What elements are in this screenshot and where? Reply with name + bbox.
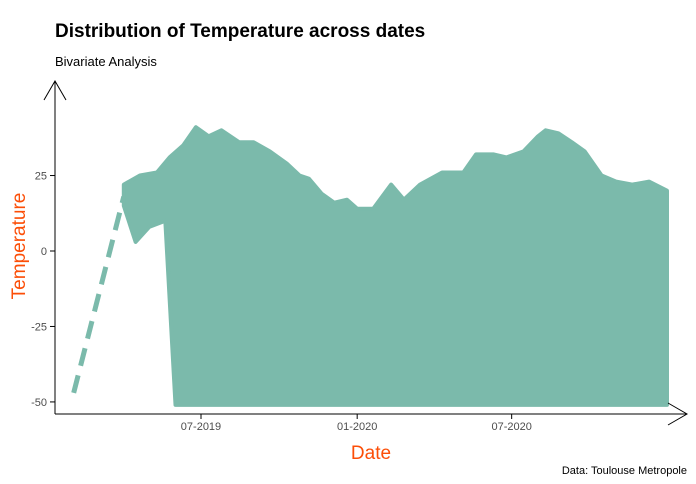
chart-subtitle: Bivariate Analysis (55, 54, 157, 69)
x-axis-title: Date (351, 443, 391, 464)
y-ticks: -50 -25 0 25 (31, 171, 55, 409)
x-tick-label-1: 01-2020 (337, 421, 377, 433)
chart-caption: Data: Toulouse Metropole (562, 465, 687, 477)
x-axis: 07-2019 01-2020 07-2020 (55, 402, 688, 433)
y-axis-arrow (43, 80, 67, 101)
plot-area (71, 125, 669, 407)
y-tick-label-1: -25 (31, 321, 47, 333)
series-0-dashed-line (71, 196, 127, 394)
x-ticks: 07-2019 01-2020 07-2020 (181, 414, 532, 433)
x-tick-label-0: 07-2019 (181, 421, 221, 433)
y-tick-label-0: -50 (31, 397, 47, 409)
x-tick-label-2: 07-2020 (491, 421, 531, 433)
y-axis-title: Temperature (9, 193, 30, 300)
y-tick-label-2: 0 (41, 246, 47, 258)
chart-title: Distribution of Temperature across dates (55, 21, 425, 42)
x-axis-arrow (667, 402, 688, 426)
series-1-band (121, 125, 669, 407)
y-tick-label-3: 25 (35, 171, 47, 183)
y-axis: -50 -25 0 25 (31, 80, 67, 414)
